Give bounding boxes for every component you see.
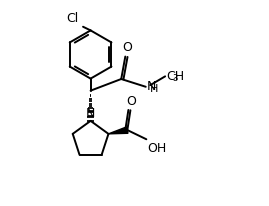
Text: OH: OH <box>147 141 167 154</box>
Text: O: O <box>122 41 132 54</box>
Text: Cl: Cl <box>66 12 78 25</box>
Text: H: H <box>150 84 159 94</box>
Text: CH: CH <box>166 69 184 82</box>
Text: N: N <box>147 79 156 92</box>
Text: 3: 3 <box>172 74 177 82</box>
Polygon shape <box>108 127 128 134</box>
Text: N: N <box>86 107 95 120</box>
Text: O: O <box>126 95 136 108</box>
